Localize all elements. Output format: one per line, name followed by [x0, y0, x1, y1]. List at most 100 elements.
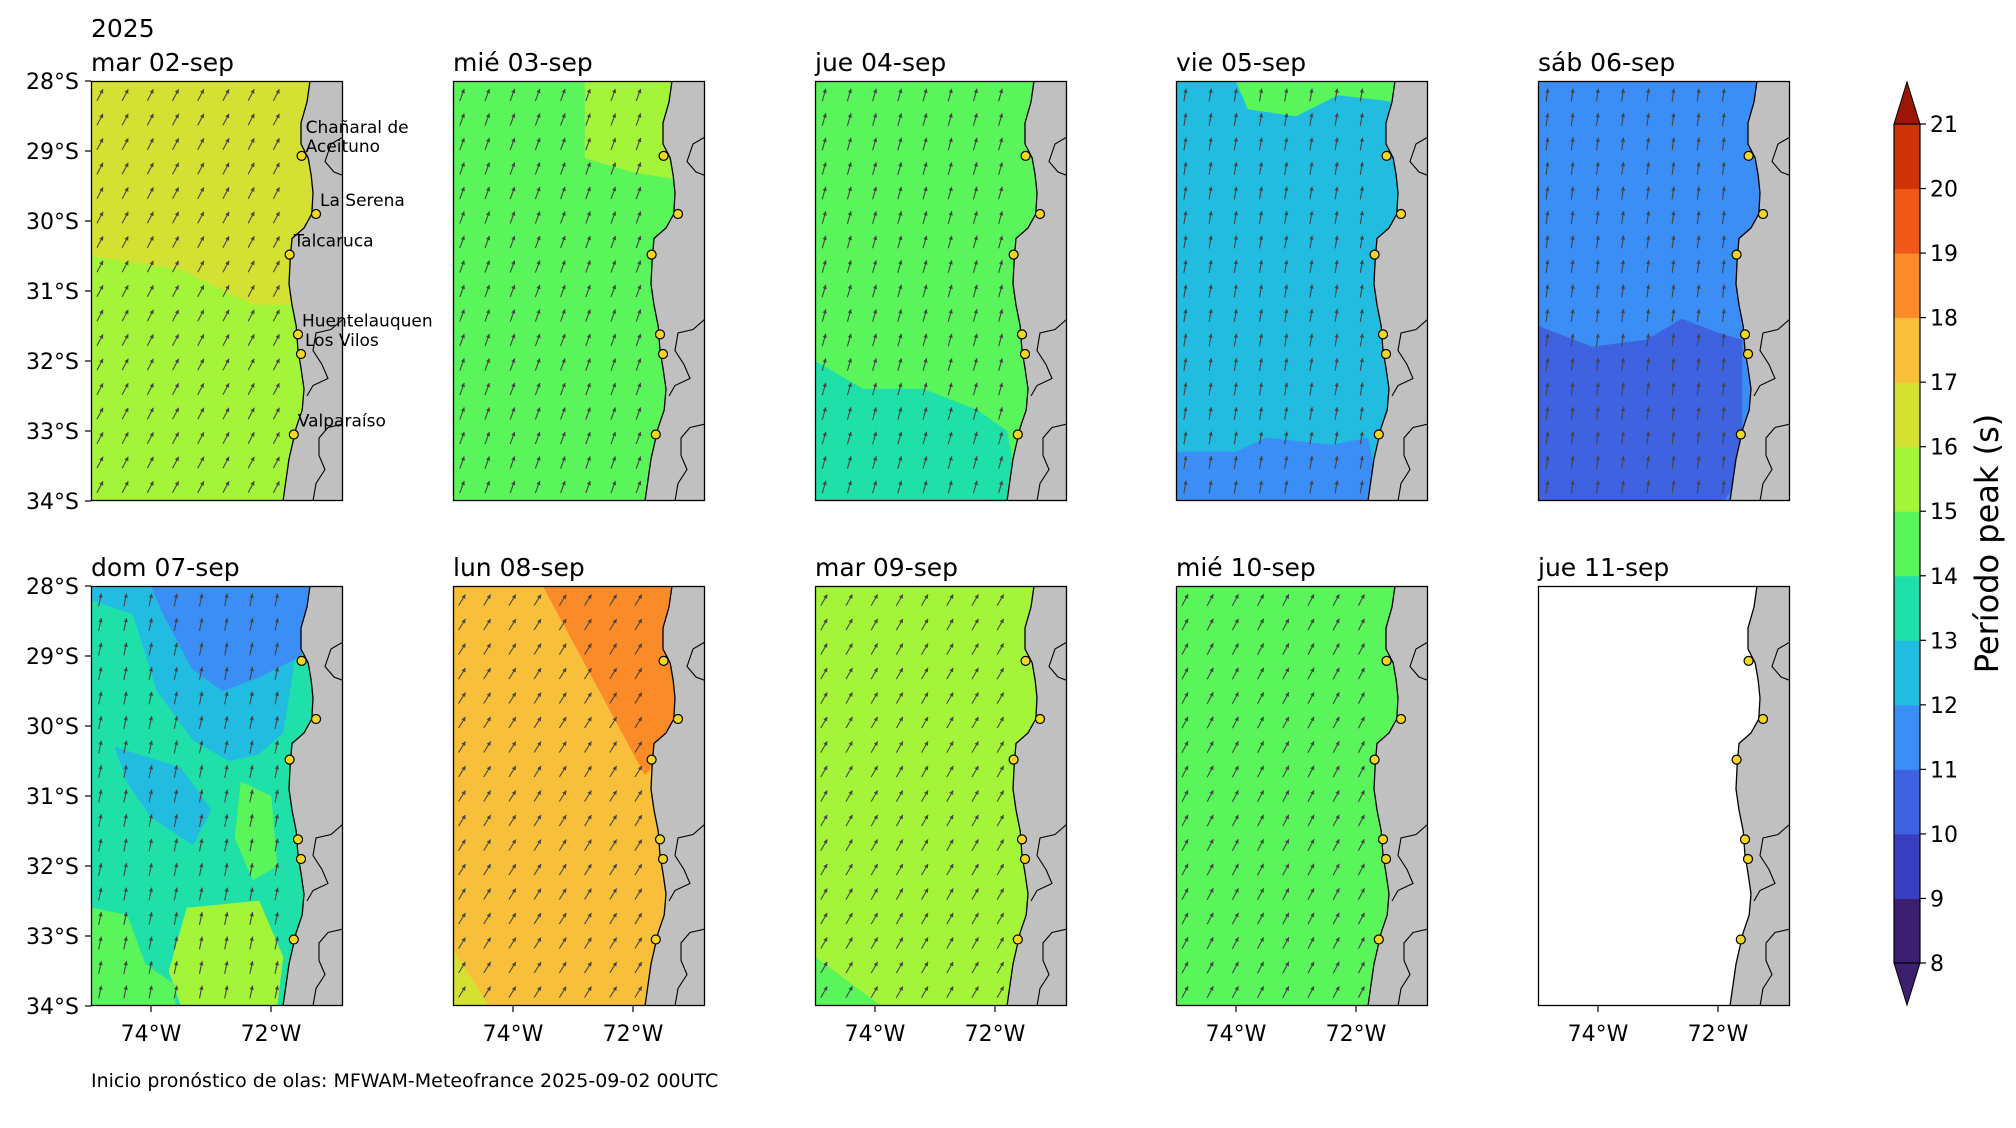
- arrow-head: [1671, 480, 1676, 485]
- arrow-head: [1570, 137, 1575, 142]
- arrow-head: [511, 643, 516, 649]
- arrow-head: [1545, 113, 1550, 118]
- arrow-head: [536, 235, 541, 241]
- arrow-head: [562, 961, 567, 967]
- arrow-head: [1620, 211, 1626, 216]
- panel-frame: [90, 80, 344, 502]
- location-marker: [292, 834, 304, 845]
- arrow-head: [873, 888, 878, 893]
- arrow-head: [1285, 692, 1289, 697]
- arrow-head: [1545, 137, 1550, 142]
- arrow-head: [586, 260, 591, 265]
- arrow-head: [1645, 162, 1651, 167]
- arrow-head: [460, 407, 465, 412]
- arrow-head: [174, 236, 179, 241]
- arrow-head: [822, 431, 827, 437]
- arrow-head: [1721, 113, 1726, 118]
- arrow-head: [148, 985, 154, 991]
- arrow-head: [1208, 480, 1213, 485]
- arrow-head: [998, 333, 1004, 339]
- lat-tick-label: 33°S: [26, 420, 79, 445]
- arrow-head: [848, 961, 853, 967]
- map-panel: lun 08-sep 74°W 72°W: [452, 553, 706, 1047]
- arrow-head: [200, 285, 204, 290]
- arrow-head: [1309, 431, 1314, 436]
- lon-tick-label: 74°W: [121, 1022, 182, 1047]
- arrow-head: [224, 593, 229, 599]
- arrow-head: [1208, 137, 1213, 142]
- arrow-head: [1545, 260, 1550, 265]
- arrow-head: [536, 284, 541, 290]
- panel-frame: [452, 80, 706, 502]
- arrow-head: [872, 333, 878, 339]
- arrow-head: [1183, 260, 1188, 265]
- arrow-head: [924, 912, 929, 918]
- arrow-head: [924, 986, 929, 991]
- arrow-head: [99, 113, 104, 119]
- arrow-head: [823, 594, 828, 599]
- arrow-head: [1359, 456, 1365, 461]
- arrow-head: [1310, 765, 1315, 771]
- arrow-head: [536, 137, 541, 143]
- location-marker: [1008, 754, 1019, 765]
- arrow-head: [872, 309, 878, 314]
- location-marker: [1757, 208, 1769, 220]
- arrow-head: [275, 456, 280, 462]
- arrow-head: [637, 382, 642, 388]
- arrow-head: [250, 334, 255, 339]
- arrow-head: [823, 667, 828, 673]
- arrow-head: [612, 814, 617, 820]
- arrow-head: [823, 741, 828, 746]
- arrow-head: [123, 667, 128, 672]
- arrow-head: [1233, 382, 1239, 387]
- arrow-head: [1233, 480, 1239, 485]
- arrow-head: [1259, 839, 1264, 844]
- arrow-head: [1258, 382, 1264, 387]
- field-region: [1176, 81, 1428, 501]
- arrow-head: [948, 333, 953, 339]
- arrow-head: [823, 863, 828, 869]
- arrow-head: [637, 186, 642, 192]
- arrow-head: [561, 162, 566, 167]
- footer-note: Inicio pronóstico de olas: MFWAM-Meteofr…: [91, 1070, 718, 1092]
- location-marker: [1019, 348, 1031, 360]
- arrow-head: [872, 382, 878, 388]
- arrow-head: [562, 716, 567, 722]
- arrow-head: [1284, 333, 1289, 338]
- field-region: [584, 81, 676, 180]
- arrow-head: [174, 187, 179, 192]
- arrow-head: [637, 260, 642, 265]
- arrow-head: [637, 431, 642, 437]
- border-line: [1048, 136, 1067, 177]
- arrow-head: [124, 138, 129, 143]
- arrow-head: [123, 814, 128, 819]
- arrow-head: [1233, 431, 1239, 436]
- arrow-head: [1259, 937, 1264, 942]
- arrow-head: [924, 937, 929, 942]
- arrow-head: [200, 138, 204, 143]
- arrow-head: [1285, 814, 1289, 820]
- arrow-head: [1570, 162, 1575, 167]
- arrow-head: [124, 358, 129, 364]
- arrow-head: [173, 691, 179, 697]
- arrow-head: [1284, 88, 1289, 93]
- arrow-head: [536, 88, 541, 94]
- panel-title: mié 10-sep: [1176, 553, 1316, 582]
- arrow-head: [485, 309, 491, 314]
- arrow-head: [511, 986, 516, 992]
- arrow-head: [847, 333, 853, 339]
- arrow-head: [250, 432, 255, 437]
- arrow-head: [898, 431, 903, 437]
- arrow-head: [1359, 358, 1365, 363]
- arrow-head: [1310, 863, 1315, 869]
- arrow-head: [872, 186, 878, 192]
- arrow-head: [1570, 113, 1575, 118]
- arrow-head: [561, 235, 566, 241]
- arrow-head: [561, 186, 566, 192]
- arrow-head: [847, 113, 853, 118]
- colorbar-extend-bottom: [1893, 962, 1921, 1007]
- arrow-head: [98, 961, 103, 966]
- arrow-head: [873, 790, 878, 795]
- arrow-head: [1208, 186, 1213, 191]
- arrow-head: [924, 863, 929, 869]
